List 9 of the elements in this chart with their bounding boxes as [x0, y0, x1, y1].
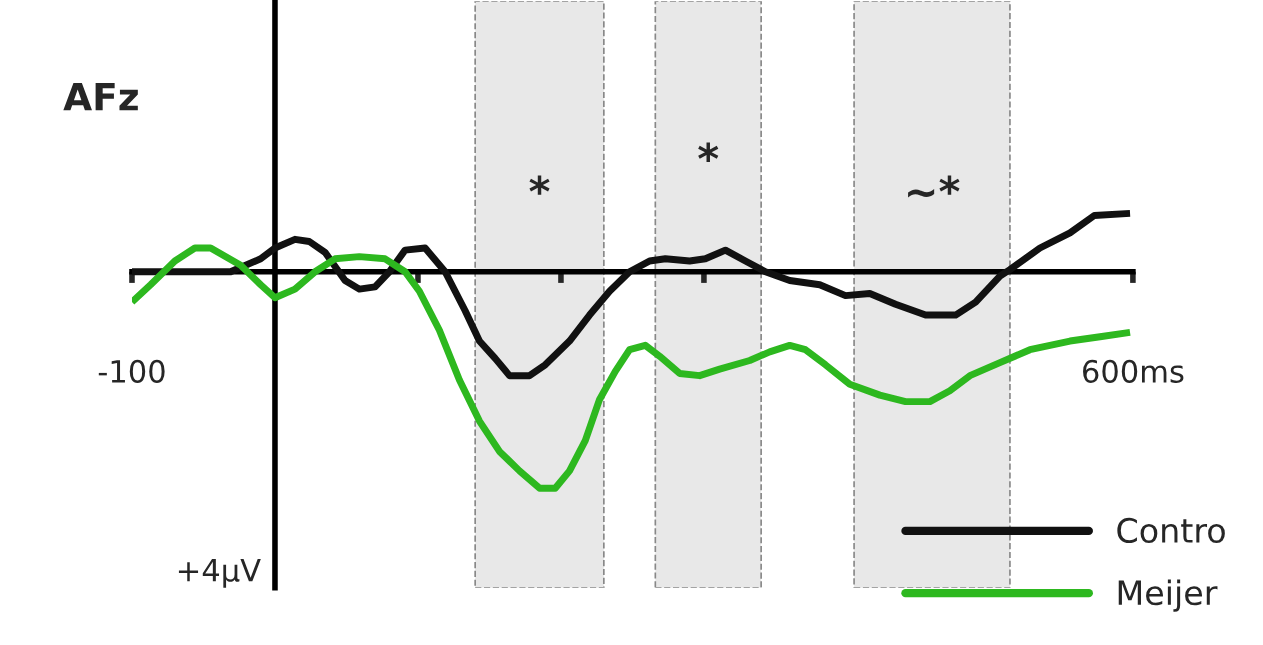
x-tick-label: 600ms: [1083, 359, 1184, 383]
text: Meijer: [1118, 579, 1218, 612]
text: *: [529, 175, 550, 195]
text: ~*: [908, 175, 960, 198]
x-tick-label: -100: [98, 359, 165, 383]
text: *: [698, 142, 719, 162]
chart-title: AFz: [63, 82, 138, 111]
text: +4µV: [178, 559, 261, 588]
text: Contro: [1117, 517, 1225, 544]
